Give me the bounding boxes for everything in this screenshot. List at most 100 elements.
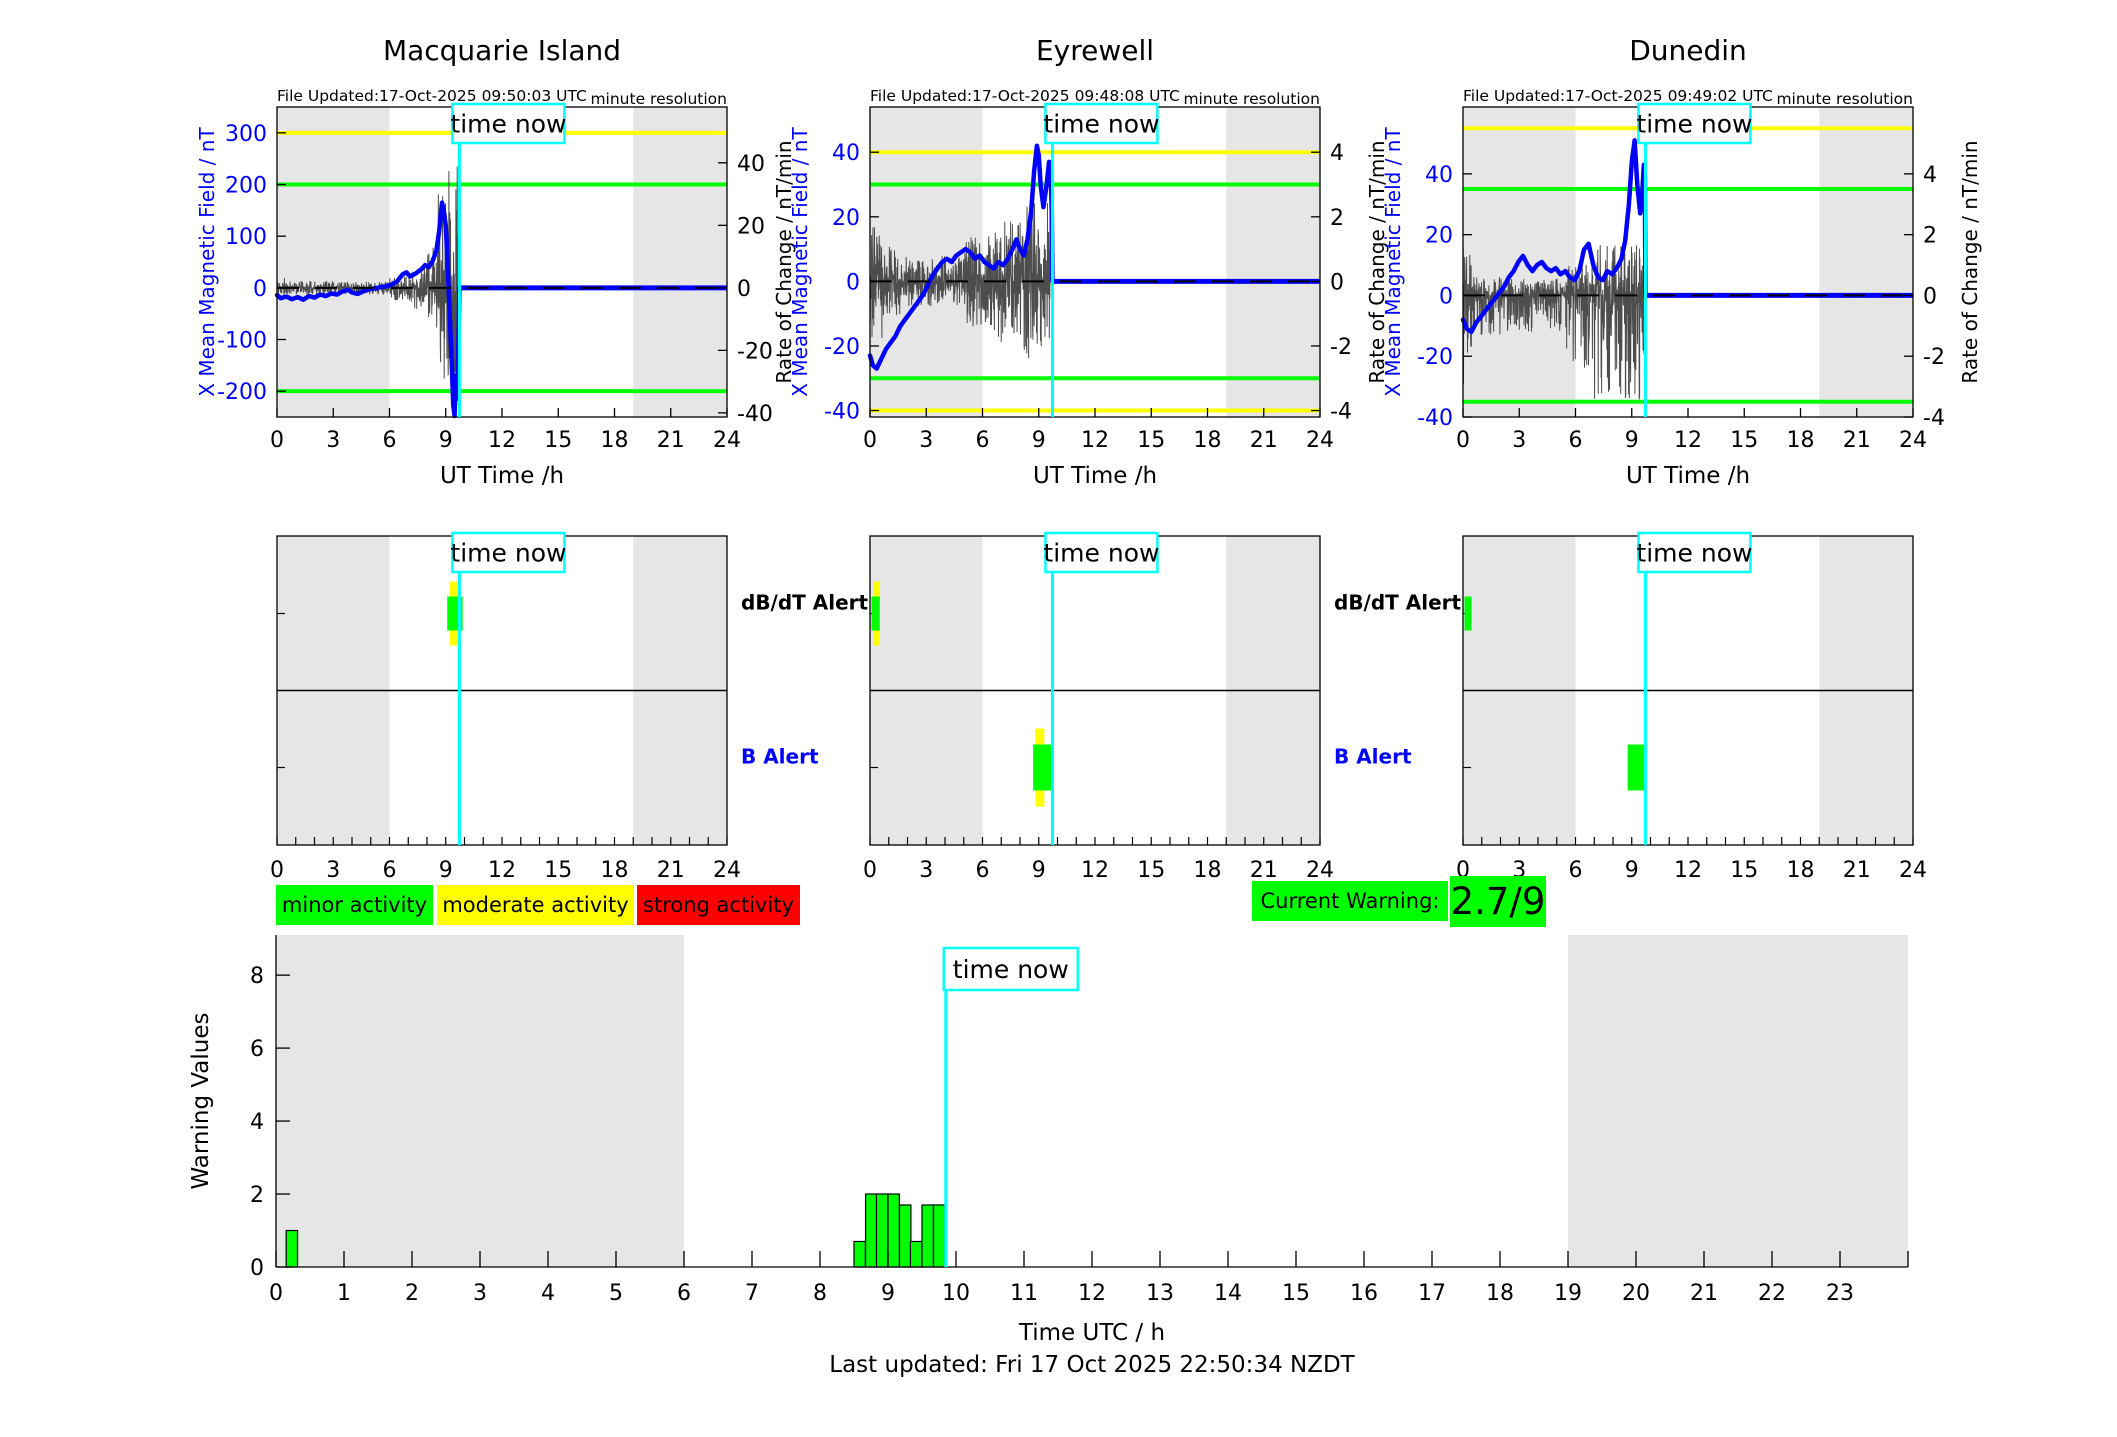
x-tick-label: 15 xyxy=(1730,428,1758,453)
x-axis-label: UT Time /h xyxy=(1033,463,1157,489)
x-tick-label: 15 xyxy=(544,428,572,453)
time-now-box xyxy=(942,946,1080,992)
x-tick-label: 15 xyxy=(1282,1281,1310,1306)
x-tick-label: 6 xyxy=(677,1281,691,1306)
time-now-label: time now xyxy=(1043,110,1159,139)
left-tick-label: 20 xyxy=(832,206,860,231)
x-tick-label: 15 xyxy=(1137,858,1165,883)
x-tick-label: 24 xyxy=(713,858,741,883)
x-tick-label: 23 xyxy=(1826,1281,1854,1306)
x-tick-label: 18 xyxy=(1194,428,1222,453)
db-dt-alert-label: dB/dT Alert xyxy=(1334,591,1462,615)
x-tick-label: 3 xyxy=(326,428,340,453)
x-tick-label: 21 xyxy=(1250,858,1278,883)
right-tick-label: 40 xyxy=(737,152,765,177)
legend-moderate-activity: moderate activity xyxy=(437,885,634,925)
time-now-label: time now xyxy=(1043,539,1159,568)
x-tick-label: 21 xyxy=(657,858,685,883)
x-tick-label: 3 xyxy=(1512,428,1526,453)
file-updated-text: File Updated:17-Oct-2025 09:48:08 UTC xyxy=(870,87,1180,105)
left-tick-label: 300 xyxy=(225,122,267,147)
x-tick-label: 9 xyxy=(1032,428,1046,453)
x-tick-label: 24 xyxy=(1899,858,1927,883)
legend-strong-activity: strong activity xyxy=(637,885,800,925)
x-tick-label: 17 xyxy=(1418,1281,1446,1306)
resolution-note: minute resolution xyxy=(1183,90,1320,108)
shaded-band xyxy=(633,107,727,417)
resolution-note: minute resolution xyxy=(590,90,727,108)
time-now-label: time now xyxy=(1636,539,1752,568)
x-tick-label: 6 xyxy=(1569,858,1583,883)
left-tick-label: 40 xyxy=(832,141,860,166)
x-tick-label: 13 xyxy=(1146,1281,1174,1306)
x-tick-label: 24 xyxy=(1306,858,1334,883)
left-axis-label: X Mean Magnetic Field / nT xyxy=(788,127,812,397)
x-tick-label: 18 xyxy=(1787,428,1815,453)
time-now-label: time now xyxy=(1636,110,1752,139)
left-tick-label: -20 xyxy=(824,335,860,360)
right-tick-label: 4 xyxy=(1330,141,1344,166)
right-tick-label: -2 xyxy=(1330,335,1352,360)
shaded-band xyxy=(277,107,390,417)
time-now-label: time now xyxy=(953,955,1069,984)
station-title: Eyrewell xyxy=(1036,34,1154,67)
warning-bar xyxy=(853,1240,866,1268)
mean-field-curve xyxy=(1460,138,1648,335)
x-tick-label: 7 xyxy=(745,1281,759,1306)
alert-panel-2: 0 3 6 9 12 15 18 21 24 xyxy=(1456,535,1927,883)
x-axis-label: Time UTC / h xyxy=(1018,1320,1165,1346)
legend-minor-activity: minor activity xyxy=(276,885,433,925)
x-tick-label: 10 xyxy=(942,1281,970,1306)
x-tick-label: 18 xyxy=(601,858,629,883)
x-tick-label: 3 xyxy=(919,428,933,453)
left-tick-label: 0 xyxy=(1439,284,1453,309)
rate-of-change-trace xyxy=(276,166,460,409)
x-axis-label: UT Time /h xyxy=(1626,463,1750,489)
y-axis-label: Warning Values xyxy=(188,1012,214,1189)
warning-bar xyxy=(921,1204,934,1268)
x-tick-label: 20 xyxy=(1622,1281,1650,1306)
x-tick-label: 11 xyxy=(1010,1281,1038,1306)
x-tick-label: 3 xyxy=(919,858,933,883)
right-tick-label: 20 xyxy=(737,214,765,239)
right-tick-label: -4 xyxy=(1330,400,1352,425)
x-tick-label: 24 xyxy=(1306,428,1334,453)
x-tick-label: 21 xyxy=(657,428,685,453)
right-tick-label: -2 xyxy=(1923,345,1945,370)
alert-marker-minor xyxy=(1033,744,1054,791)
b-alert-label: B Alert xyxy=(1334,745,1412,769)
x-tick-label: 0 xyxy=(270,428,284,453)
shaded-band xyxy=(276,935,684,1267)
x-tick-label: 12 xyxy=(1081,858,1109,883)
x-tick-label: 9 xyxy=(1625,428,1639,453)
x-tick-label: 24 xyxy=(1899,428,1927,453)
x-tick-label: 6 xyxy=(976,858,990,883)
time-now-box xyxy=(1637,102,1752,145)
left-tick-label: -200 xyxy=(217,380,267,405)
x-tick-label: 2 xyxy=(405,1281,419,1306)
x-tick-label: 0 xyxy=(270,858,284,883)
warning-bar xyxy=(887,1193,900,1268)
right-axis-label: Rate of Change / nT/min xyxy=(1365,140,1389,383)
x-tick-label: 14 xyxy=(1214,1281,1242,1306)
alert-panel-0: 0 3 6 9 12 15 18 21 24 dB/dT Alert B Alert xyxy=(270,535,869,883)
x-tick-label: 21 xyxy=(1843,428,1871,453)
x-tick-label: 0 xyxy=(863,858,877,883)
alert-marker-minor xyxy=(1464,596,1472,631)
x-tick-label: 6 xyxy=(976,428,990,453)
y-tick-label: 6 xyxy=(250,1037,264,1062)
mean-field-curve xyxy=(274,200,462,419)
left-tick-label: -100 xyxy=(217,329,267,354)
left-tick-label: 100 xyxy=(225,225,267,250)
right-tick-label: 0 xyxy=(737,277,751,302)
left-tick-label: -40 xyxy=(1417,406,1453,431)
x-tick-label: 0 xyxy=(863,428,877,453)
x-tick-label: 15 xyxy=(1137,428,1165,453)
alert-marker-minor xyxy=(1627,744,1647,791)
x-tick-label: 24 xyxy=(713,428,741,453)
resolution-note: minute resolution xyxy=(1776,90,1913,108)
warning-bar xyxy=(285,1229,299,1268)
shaded-band xyxy=(1819,107,1913,417)
